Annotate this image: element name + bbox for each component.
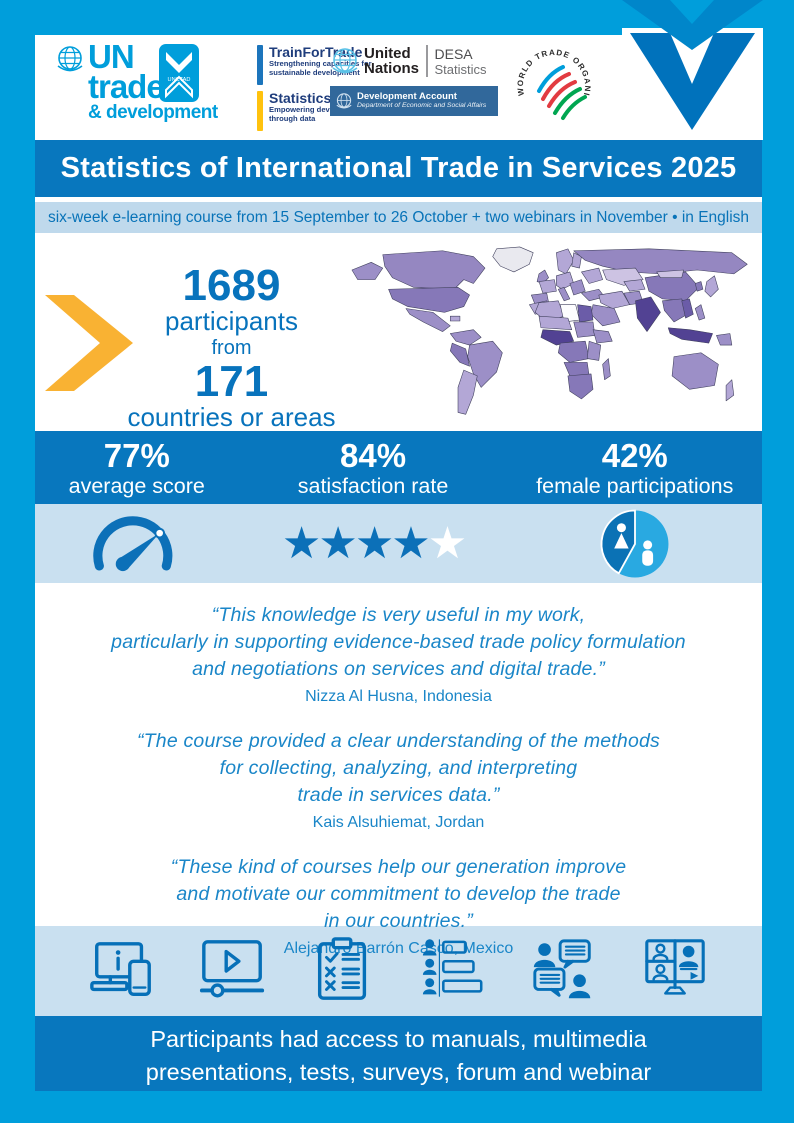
gauge-icon bbox=[93, 515, 173, 571]
stat-value: 84% bbox=[340, 437, 407, 474]
content-column: UN trade & development UNCTAD TrainForTr… bbox=[35, 35, 762, 1091]
footer-line1: Participants had access to manuals, mult… bbox=[150, 1026, 647, 1052]
un-emblem-icon bbox=[57, 46, 83, 72]
unctad-mark-label: UNCTAD bbox=[168, 77, 191, 83]
desa-dept: DESA bbox=[434, 45, 473, 62]
quote-author: Kais Alsuhiemat, Jordan bbox=[312, 814, 485, 831]
gender-pie-icon bbox=[600, 509, 669, 577]
quote-text: “These kind of courses help our generati… bbox=[170, 856, 627, 878]
footer-banner: Participants had access to manuals, mult… bbox=[35, 1016, 762, 1091]
participants-stats: 1689 participants from 171 countries or … bbox=[35, 233, 350, 431]
world-map-choropleth bbox=[351, 246, 748, 415]
stat-value: 77% bbox=[103, 437, 170, 474]
un-name-line2: Nations bbox=[364, 60, 420, 77]
stat-label: average score bbox=[68, 474, 205, 498]
quote-text: particularly in supporting evidence-base… bbox=[111, 631, 686, 653]
stat-satisfaction-rate: 84% satisfaction rate bbox=[239, 438, 508, 504]
star-icon: ★ bbox=[281, 518, 321, 568]
stat-value: 42% bbox=[601, 437, 668, 474]
quote-text: for collecting, analyzing, and interpret… bbox=[219, 757, 578, 779]
forum-chat-icon bbox=[533, 939, 592, 999]
stat-label: female participations bbox=[536, 474, 734, 498]
chevron-down-icon bbox=[622, 0, 763, 140]
participants-count: 1689 bbox=[182, 261, 281, 310]
stat-female-participations: 42% female participations bbox=[508, 438, 762, 504]
un-desa-logo: United Nations DESA Statistics Developm bbox=[330, 45, 500, 116]
stats-bar: 77% average score 84% satisfaction rate … bbox=[35, 431, 762, 504]
dev-account-subtitle: Department of Economic and Social Affair… bbox=[357, 102, 487, 109]
wto-swoosh-icon bbox=[537, 65, 587, 120]
corner-chevron-decoration bbox=[622, 0, 763, 140]
un-emblem-icon bbox=[332, 48, 358, 74]
dev-account-title: Development Account bbox=[357, 91, 457, 102]
star-rating: ★ ★ ★ ★ ★ bbox=[239, 518, 508, 568]
trainfortrade-title: TrainForTrade bbox=[269, 44, 363, 60]
quote-text: “This knowledge is very useful in my wor… bbox=[211, 604, 586, 626]
quote-1: “This knowledge is very useful in my wor… bbox=[35, 602, 762, 708]
star-icon-empty: ★ bbox=[427, 518, 467, 568]
quote-text: trade in services data.” bbox=[297, 784, 500, 806]
multimedia-video-player-icon bbox=[199, 940, 264, 998]
logo-text-trade: trade bbox=[88, 68, 165, 105]
development-account-banner: Development Account Department of Econom… bbox=[330, 86, 498, 116]
testimonials-section: “This knowledge is very useful in my wor… bbox=[35, 583, 762, 957]
quote-author: Nizza Al Husna, Indonesia bbox=[305, 688, 492, 705]
stat-average-score: 77% average score bbox=[35, 438, 239, 504]
quote-text: “The course provided a clear understandi… bbox=[136, 730, 661, 752]
from-label: from bbox=[211, 337, 252, 359]
footer-line2: presentations, tests, surveys, forum and… bbox=[145, 1059, 652, 1085]
star-icon: ★ bbox=[391, 518, 430, 568]
un-name-line1: United bbox=[364, 45, 411, 62]
stat-icons-band: ★ ★ ★ ★ ★ bbox=[35, 504, 762, 583]
wto-logo: WORLD TRADE ORGANIZATION bbox=[509, 38, 595, 132]
desa-unit: Statistics bbox=[434, 61, 487, 77]
participants-label: participants bbox=[165, 306, 298, 336]
star-icon: ★ bbox=[354, 518, 394, 568]
countries-count: 171 bbox=[194, 357, 269, 406]
quote-2: “The course provided a clear understandi… bbox=[35, 728, 762, 834]
star-icon: ★ bbox=[318, 518, 357, 568]
statistics-subtitle: Empowering development through data bbox=[269, 105, 364, 123]
trainfortrade-logo: TrainForTrade Strengthening capacities f… bbox=[257, 45, 387, 137]
logo-text-un: UN bbox=[88, 38, 135, 75]
orange-chevron-icon bbox=[45, 295, 133, 391]
countries-label: countries or areas bbox=[127, 402, 336, 432]
desa-divider bbox=[426, 45, 428, 77]
trainfortrade-subtitle: Strengthening capacities for sustainable… bbox=[269, 59, 372, 77]
tests-clipboard-icon bbox=[318, 937, 367, 1000]
participants-section: 1689 participants from 171 countries or … bbox=[35, 233, 762, 431]
page-title: Statistics of International Trade in Ser… bbox=[35, 140, 762, 197]
un-trade-development-logo: UN trade & development UNCTAD bbox=[55, 38, 250, 134]
webinar-video-call-icon bbox=[645, 939, 705, 995]
surveys-bars-icon bbox=[422, 939, 483, 997]
unctad-chevron-mark: UNCTAD bbox=[159, 44, 199, 102]
statistics-bar bbox=[257, 91, 263, 131]
statistics-title: Statistics bbox=[269, 90, 332, 106]
manuals-devices-icon bbox=[90, 942, 151, 997]
map-container bbox=[350, 233, 762, 431]
course-subtitle: six-week e-learning course from 15 Septe… bbox=[35, 202, 762, 257]
logo-text-development: & development bbox=[88, 102, 218, 123]
quote-text: and motivate our commitment to develop t… bbox=[176, 883, 621, 905]
quote-text: in our countries.” bbox=[324, 910, 473, 932]
trainfortrade-bar bbox=[257, 45, 263, 85]
stat-label: satisfaction rate bbox=[297, 474, 449, 498]
un-emblem-icon bbox=[336, 93, 352, 109]
divider bbox=[35, 197, 762, 202]
media-icons-band bbox=[35, 926, 762, 1016]
quote-text: and negotiations on services and digital… bbox=[192, 658, 605, 680]
